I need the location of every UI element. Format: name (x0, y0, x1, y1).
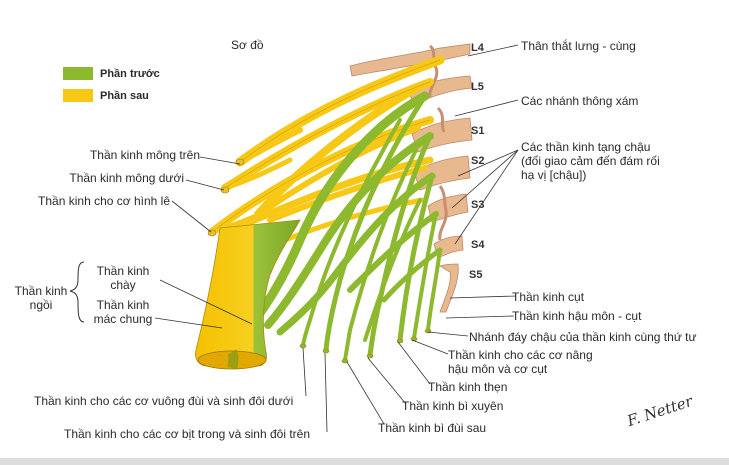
label-quadratus-femoris-nerve: Thần kinh cho các cơ vuông đùi và sinh đ… (34, 394, 294, 408)
root-label-s5: S5 (469, 269, 483, 281)
sympathetic-stalk (428, 44, 439, 99)
root-label-l5: L5 (471, 81, 484, 93)
label-lumbosacral-trunk: Thân thắt lưng - cùng (521, 39, 636, 53)
sciatic-nerve-trunk (195, 219, 301, 367)
label-perineal-branch-s4: Nhánh đáy chậu của thần kinh cùng thứ tư (469, 330, 697, 344)
label-piriformis-nerve: Thần kinh cho cơ hình lê (38, 194, 170, 208)
label-sciatic-nerve-text: Thần kinh ngồi (14, 284, 68, 312)
root-trunks (349, 43, 473, 313)
root-label-s1: S1 (471, 125, 485, 137)
label-posterior-femoral-cutaneous: Thần kinh bì đùi sau (378, 421, 487, 435)
label-coccygeal-nerve: Thần kinh cụt (512, 290, 585, 304)
leader-lines (154, 44, 519, 433)
label-perforating-cutaneous: Thần kinh bì xuyên (402, 399, 504, 413)
root-label-l4: L4 (471, 42, 484, 54)
label-levator-ani-nerve-line2: hậu môn và cơ cụt (448, 362, 548, 376)
bottom-edge-bar (0, 458, 729, 465)
root-label-s4: S4 (471, 239, 485, 251)
label-common-fibular-nerve: Thần kinh mác chung (88, 298, 158, 326)
label-sciatic-nerve: Thần kinh ngồi (12, 284, 70, 312)
label-inferior-gluteal: Thần kinh mông dưới (69, 171, 184, 185)
label-gray-rami: Các nhánh thông xám (521, 94, 639, 108)
label-pelvic-splanchnic-line3: hạ vị [chậu]) (521, 168, 587, 182)
label-tibial-nerve-text: Thần kinh chày (96, 264, 150, 292)
label-pelvic-splanchnic-line2: (đối giao cảm đến đám rối (521, 154, 660, 168)
root-label-s2: S2 (471, 155, 485, 167)
legend-swatch-anterior (63, 67, 93, 80)
legend-anterior-label: Phần trước (100, 68, 160, 80)
label-common-fibular-nerve-text: Thần kinh mác chung (93, 298, 153, 326)
legend-swatch-posterior (63, 89, 93, 102)
root-label-s3: S3 (471, 199, 485, 211)
label-obturator-internus-nerve: Thần kinh cho các cơ bịt trong và sinh đ… (64, 427, 310, 441)
diagram-title: Sơ đồ (231, 38, 264, 52)
anterior-divisions (250, 91, 443, 362)
sciatic-nerve (195, 219, 301, 370)
label-pudendal-nerve: Thần kinh thẹn (428, 380, 508, 394)
label-levator-ani-nerve: Thần kinh cho các cơ nâng (448, 348, 593, 362)
label-anococcygeal: Thần kinh hậu môn - cụt (512, 309, 642, 323)
label-pelvic-splanchnic: Các thần kinh tạng chậu (521, 140, 651, 154)
sciatic-brace (69, 261, 85, 323)
coccygeal-s5 (439, 263, 459, 313)
legend-posterior-label: Phần sau (100, 90, 149, 102)
label-tibial-nerve: Thần kinh chày (88, 264, 158, 292)
lumbosacral-trunk-l4 (349, 43, 471, 77)
label-superior-gluteal: Thần kinh mông trên (89, 148, 200, 162)
